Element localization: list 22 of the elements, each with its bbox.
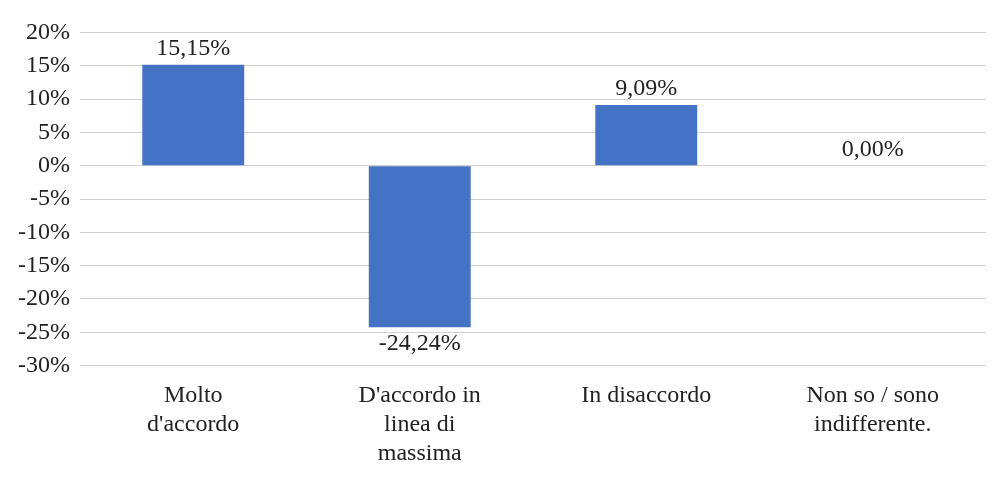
y-tick-label: -20% bbox=[18, 284, 70, 311]
data-label: 9,09% bbox=[615, 74, 678, 101]
x-tick-label: D'accordo in linea di massima bbox=[358, 381, 481, 465]
x-tick-label: In disaccordo bbox=[581, 381, 712, 408]
bar bbox=[368, 166, 471, 328]
y-tick-label: 0% bbox=[37, 150, 70, 177]
y-tick-label: 20% bbox=[25, 17, 70, 44]
bar bbox=[142, 64, 245, 166]
x-tick-label: Molto d'accordo bbox=[147, 381, 240, 437]
data-label: 0,00% bbox=[841, 134, 904, 161]
y-tick-label: -10% bbox=[18, 217, 70, 244]
y-tick-label: 10% bbox=[25, 84, 70, 111]
data-label: 15,15% bbox=[156, 34, 231, 61]
y-tick-label: 5% bbox=[37, 117, 70, 144]
y-tick-label: -25% bbox=[18, 317, 70, 344]
data-label: -24,24% bbox=[378, 328, 461, 355]
y-tick-label: -30% bbox=[18, 350, 70, 377]
x-tick-label: Non so / sono indifferente. bbox=[806, 381, 940, 437]
y-tick-label: -15% bbox=[18, 250, 70, 277]
y-tick-label: -5% bbox=[30, 184, 70, 211]
y-tick-label: 15% bbox=[25, 51, 70, 78]
bar bbox=[595, 105, 698, 166]
